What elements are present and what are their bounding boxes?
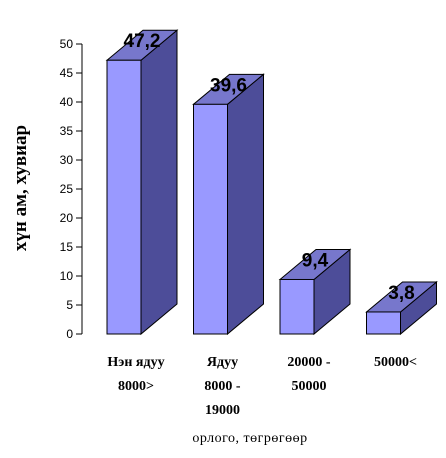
bar-side (140, 29, 178, 336)
bar-front (106, 59, 142, 335)
category-label: 50000 (292, 379, 327, 394)
data-label: 3,8 (388, 283, 414, 304)
bar-side (227, 73, 264, 336)
y-axis: 0 5 10 15 20 25 30 35 40 45 50 (60, 37, 83, 341)
category-label: Ядуу (207, 355, 238, 370)
bars (105, 29, 438, 336)
y-tick-label: 10 (60, 269, 74, 283)
bar-front (366, 311, 401, 335)
data-label: 39,6 (210, 75, 247, 96)
data-label: 47,2 (124, 31, 161, 52)
y-tick-label: 35 (60, 124, 74, 138)
y-tick-label: 20 (60, 211, 74, 225)
category-label: 20000 - (287, 355, 331, 370)
bar (105, 29, 179, 336)
x-axis-label: орлого, төгрөгөөр (192, 431, 307, 446)
category-label: Нэн ядуу (107, 355, 164, 370)
bar (365, 280, 438, 336)
y-tick-label: 30 (60, 153, 74, 167)
bar (192, 73, 265, 336)
value-labels: 47,2 39,6 9,4 3,8 (124, 31, 415, 304)
bar-front (193, 103, 228, 335)
y-tick-label: 15 (60, 240, 74, 254)
y-tick-label: 0 (66, 327, 73, 341)
category-labels: Нэн ядуу 8000> Ядуу 8000 - 19000 20000 - 50000… (107, 355, 417, 418)
category-label: 50000< (374, 355, 417, 370)
y-tick-label: 50 (60, 37, 74, 51)
category-label: 19000 (205, 403, 240, 418)
category-label: 8000> (118, 379, 154, 394)
category-label: 8000 - (204, 379, 241, 394)
y-tick-label: 25 (60, 182, 74, 196)
y-tick-label: 5 (66, 298, 73, 312)
data-label: 9,4 (302, 250, 329, 271)
bar (278, 248, 352, 336)
y-tick-label: 45 (60, 66, 74, 80)
y-axis-label: хүн ам, хувиар (10, 125, 31, 251)
bar-front (279, 278, 315, 335)
y-tick-label: 40 (60, 95, 74, 109)
